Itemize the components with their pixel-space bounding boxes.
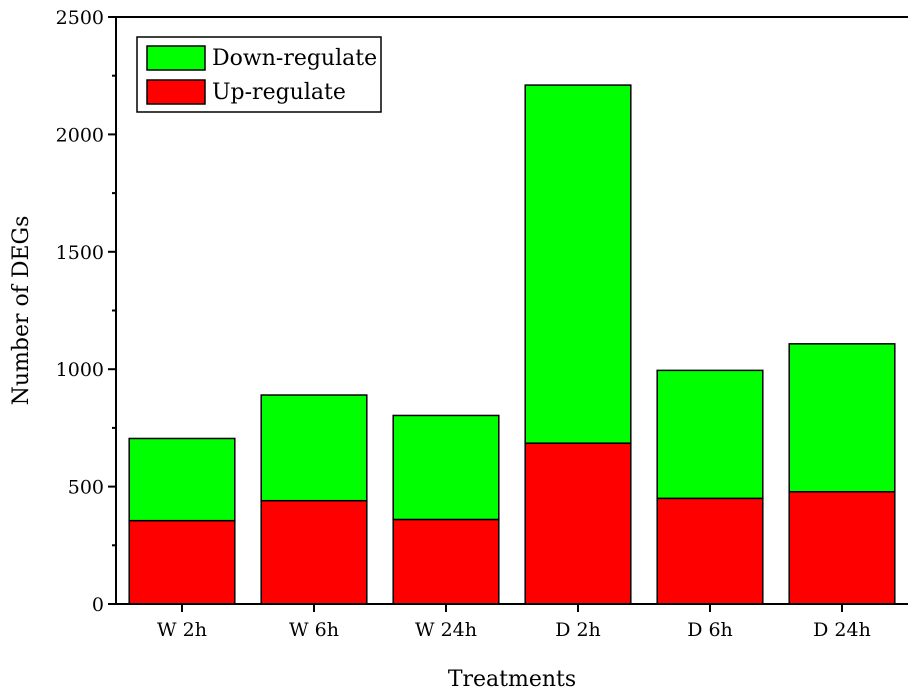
x-tick-label-w-6h: W 6h bbox=[289, 619, 339, 641]
y-tick-label-1500: 1500 bbox=[56, 242, 104, 264]
ticks-group: 0 500 1000 1500 2000 2500 W 2h W 6h W 24h D 2h D 6… bbox=[56, 7, 871, 641]
bar-up-regulate-w-2h bbox=[128, 519, 236, 605]
bar-up-regulate-d-2h bbox=[524, 442, 632, 605]
bar-up-regulate-d-24h bbox=[788, 491, 896, 605]
legend-swatch-down-regulate bbox=[146, 45, 206, 71]
y-tick-label-2500: 2500 bbox=[56, 7, 104, 29]
legend-swatch-up-regulate bbox=[146, 79, 206, 105]
y-tick-label-1000: 1000 bbox=[56, 359, 104, 381]
bar-up-regulate-w-24h bbox=[392, 518, 500, 605]
bars-group bbox=[128, 84, 896, 605]
bar-down-regulate-d-6h bbox=[656, 369, 764, 500]
y-tick-label-0: 0 bbox=[92, 594, 104, 616]
y-axis-title: Number of DEGs bbox=[9, 216, 34, 406]
bar-down-regulate-w-24h bbox=[392, 414, 500, 521]
x-tick-label-w-24h: W 24h bbox=[415, 619, 477, 641]
bar-down-regulate-d-2h bbox=[524, 84, 632, 444]
legend-label-down-regulate: Down-regulate bbox=[212, 46, 377, 71]
x-tick-label-w-2h: W 2h bbox=[157, 619, 207, 641]
bar-down-regulate-w-2h bbox=[128, 437, 236, 522]
x-tick-label-d-6h: D 6h bbox=[687, 619, 733, 641]
bar-up-regulate-w-6h bbox=[260, 499, 368, 605]
bar-down-regulate-d-24h bbox=[788, 343, 896, 493]
bar-up-regulate-d-6h bbox=[656, 497, 764, 605]
legend: Down-regulate Up-regulate bbox=[136, 36, 382, 113]
y-tick-label-2000: 2000 bbox=[56, 124, 104, 146]
x-axis-title: Treatments bbox=[448, 667, 576, 692]
legend-label-up-regulate: Up-regulate bbox=[212, 80, 346, 105]
x-tick-label-d-2h: D 2h bbox=[555, 619, 601, 641]
bar-down-regulate-w-6h bbox=[260, 394, 368, 502]
x-tick-label-d-24h: D 24h bbox=[813, 619, 871, 641]
y-tick-label-500: 500 bbox=[68, 477, 104, 499]
